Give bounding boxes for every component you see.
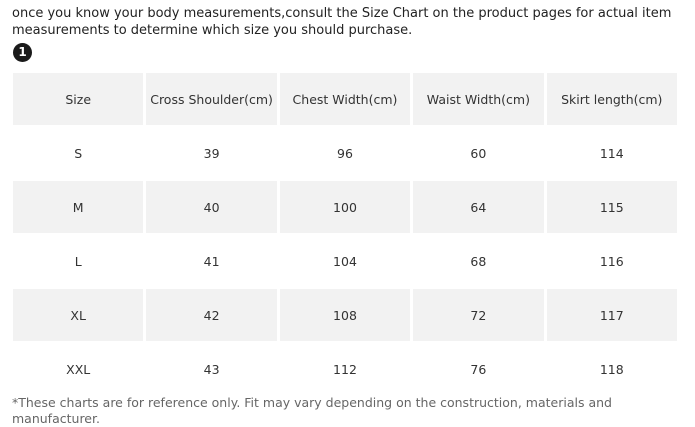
table-cell-size: XXL	[66, 361, 91, 377]
table-cell-cross-shoulder: 41	[203, 253, 220, 269]
table-cell-chest-width: 104	[333, 253, 357, 269]
table-cell-skirt-length: 116	[599, 253, 624, 269]
table-row: XXL 43 112 76 118	[13, 343, 677, 395]
table-cell-skirt-length: 115	[546, 181, 677, 233]
table-cell-skirt-length: 118	[599, 361, 624, 377]
table-row: XL 42 108 72 117	[13, 289, 677, 341]
table-cell-chest-width: 100	[279, 181, 411, 233]
table-row: L 41 104 68 116	[13, 235, 677, 287]
header-skirt-length: Skirt length(cm)	[546, 73, 677, 125]
table-cell-cross-shoulder: 43	[203, 361, 220, 377]
table-cell-cross-shoulder: 40	[146, 181, 277, 233]
reference-footnote: *These charts are for reference only. Fi…	[12, 395, 612, 426]
header-chest-width: Chest Width(cm)	[279, 73, 411, 125]
table-header-row: Size Cross Shoulder(cm) Chest Width(cm) …	[13, 73, 677, 125]
table-cell-size: M	[13, 181, 144, 233]
table-cell-chest-width: 108	[279, 289, 411, 341]
step-number-badge: 1	[13, 43, 32, 62]
table-cell-waist-width: 68	[470, 253, 487, 269]
table-cell-waist-width: 64	[413, 181, 544, 233]
header-waist-width: Waist Width(cm)	[413, 73, 544, 125]
table-cell-skirt-length: 114	[599, 145, 624, 161]
table-cell-waist-width: 60	[470, 145, 487, 161]
table-cell-cross-shoulder: 39	[203, 145, 220, 161]
table-cell-chest-width: 112	[333, 361, 357, 377]
table-cell-cross-shoulder: 42	[146, 289, 277, 341]
intro-text: once you know your body measurements,con…	[12, 6, 672, 38]
table-cell-size: S	[74, 145, 83, 161]
size-chart-table: Size Cross Shoulder(cm) Chest Width(cm) …	[10, 71, 680, 397]
header-size: Size	[13, 73, 144, 125]
table-cell-size: XL	[13, 289, 144, 341]
table-cell-waist-width: 76	[470, 361, 487, 377]
table-row: M 40 100 64 115	[13, 181, 677, 233]
table-cell-waist-width: 72	[413, 289, 544, 341]
table-cell-skirt-length: 117	[546, 289, 677, 341]
table-cell-size: L	[74, 253, 82, 269]
header-cross-shoulder: Cross Shoulder(cm)	[146, 73, 277, 125]
table-cell-chest-width: 96	[337, 145, 353, 161]
table-row: S 39 96 60 114	[13, 127, 677, 179]
